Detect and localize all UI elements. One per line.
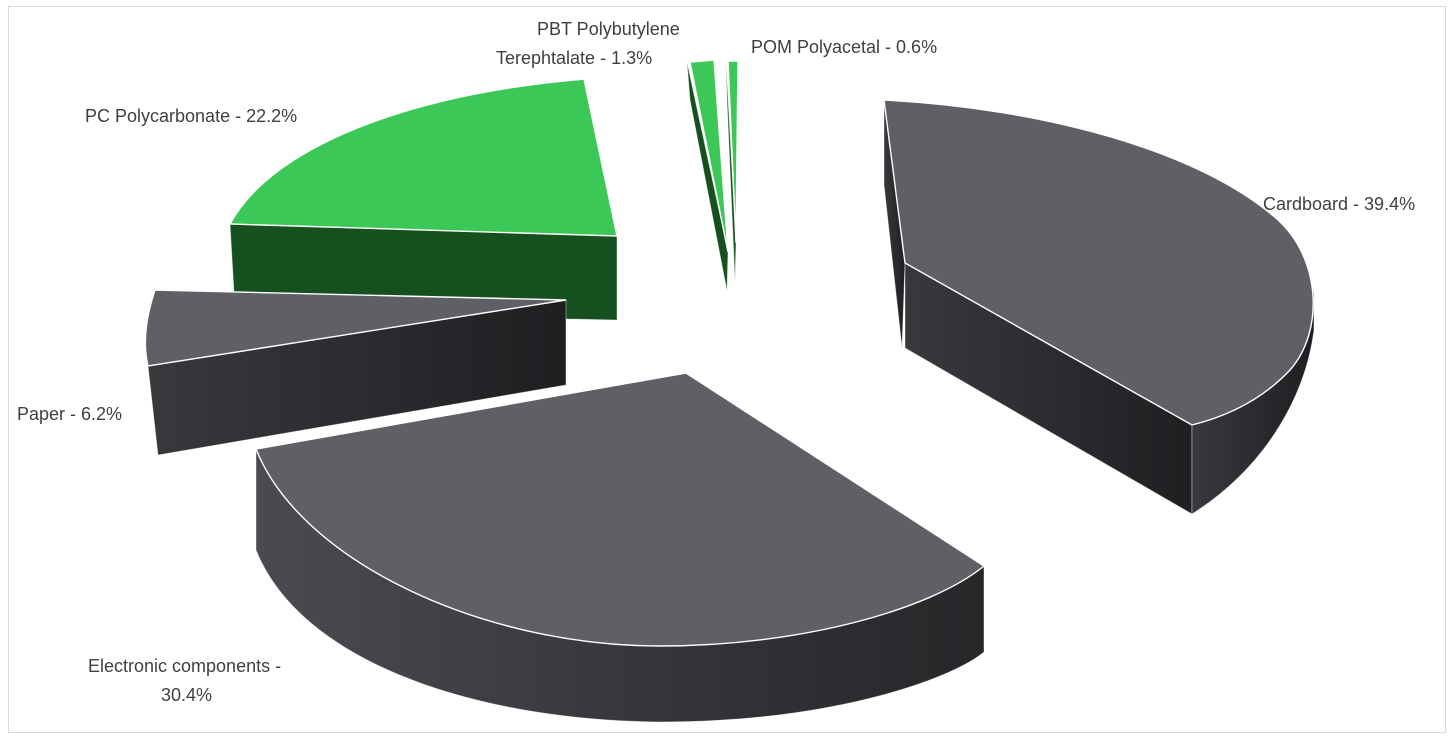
slice-pbt-top (689, 59, 729, 253)
slice-pom (725, 60, 739, 283)
label-electronics-line2: 30.4% (161, 685, 212, 705)
slice-pbt (686, 59, 729, 292)
slice-cardboard (883, 99, 1315, 515)
label-pom: POM Polyacetal - 0.6% (751, 37, 937, 57)
slice-pom-top (727, 60, 739, 244)
slice-paper-top (144, 289, 567, 367)
label-paper: Paper - 6.2% (17, 404, 122, 424)
label-pbt-line2: Terephtalate - 1.3% (496, 48, 652, 68)
slice-pbt-side-0 (686, 61, 729, 292)
label-cardboard: Cardboard - 39.4% (1263, 194, 1415, 214)
slice-cardboard-top (883, 99, 1314, 426)
slice-electronics-top (255, 372, 986, 647)
label-pc: PC Polycarbonate - 22.2% (85, 106, 297, 126)
slice-paper (144, 289, 567, 456)
slice-pc-top (228, 78, 618, 237)
label-pbt-line1: PBT Polybutylene (537, 19, 680, 39)
label-electronics-line1: Electronic components - (88, 656, 281, 676)
slice-electronics (255, 372, 986, 723)
